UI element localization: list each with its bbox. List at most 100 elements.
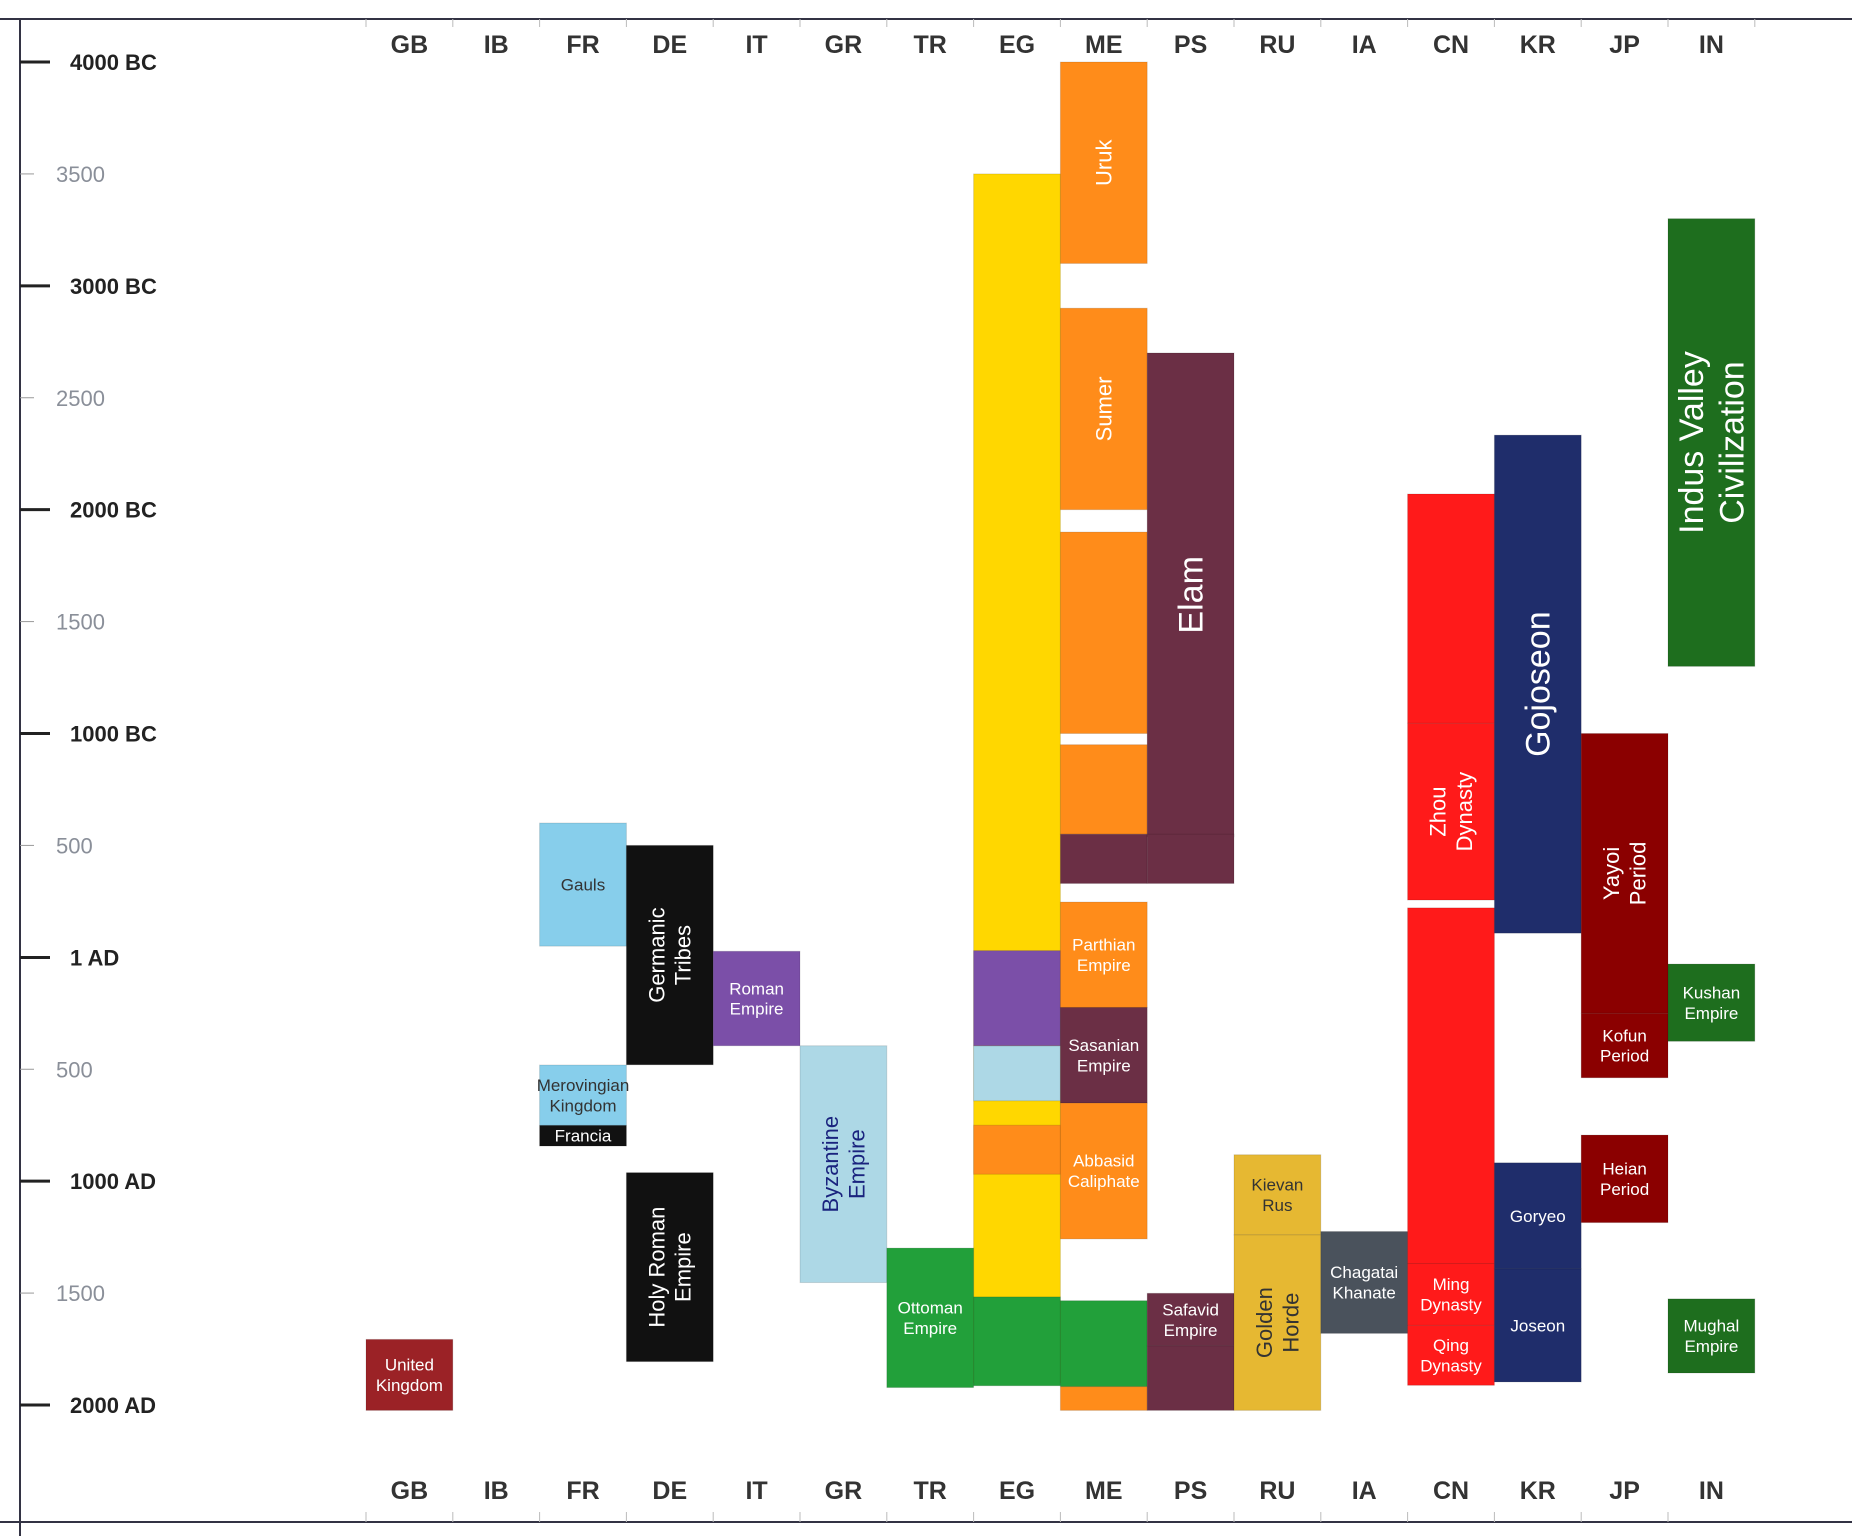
column-label-top-ps: PS (1174, 31, 1207, 59)
column-label-bottom-jp: JP (1609, 1477, 1640, 1505)
y-tick-label: 2000 BC (70, 498, 157, 523)
polity-block-cn-imperial (1407, 907, 1495, 1265)
polity-label-line: Indus Valley (1673, 351, 1711, 534)
polity-block-safavid-empire (1146, 1292, 1235, 1347)
polity-blocks (365, 61, 1756, 1411)
polity-label-line: Ottoman (898, 1299, 963, 1318)
y-tick-label: 500 (56, 1057, 93, 1082)
polity-label-line: Abbasid (1073, 1152, 1134, 1171)
column-label-top-de: DE (652, 31, 687, 59)
y-tick-label: 2500 (56, 386, 105, 411)
y-tick-label: 1000 BC (70, 722, 157, 747)
column-label-top-me: ME (1085, 31, 1123, 59)
polity-block-kievan-rus (1233, 1154, 1322, 1236)
y-tick-label: 4000 BC (70, 50, 157, 75)
polity-block-ottoman-empire-eg (973, 1296, 1061, 1387)
y-tick-label: 1 AD (70, 946, 119, 971)
polity-label-line: Empire (1684, 1337, 1738, 1356)
polity-block-byzantine-eg (973, 1045, 1061, 1102)
polity-block-me-babylon (1059, 531, 1148, 734)
polity-block-heian-period (1580, 1134, 1669, 1224)
polity-label-line: Zhou (1426, 787, 1451, 837)
polity-block-abbasid-caliphate (1059, 1102, 1148, 1240)
polity-label-line: Roman (729, 979, 784, 998)
polity-label-line: Empire (903, 1319, 957, 1338)
polity-block-me-achaemenid (1059, 833, 1148, 884)
polity-block-goryeo (1493, 1162, 1582, 1270)
polity-label-line: Chagatai (1330, 1263, 1398, 1282)
polity-block-ottoman-empire (886, 1247, 975, 1389)
polity-label-elam: Elam (1173, 556, 1211, 633)
polity-block-eg-fill (973, 173, 1061, 1384)
polity-label-line: Francia (555, 1127, 612, 1146)
polity-label-byzantine-empire: Byzantine Empire (818, 1116, 869, 1213)
column-label-bottom-ia: IA (1352, 1477, 1377, 1505)
polity-label-line: Dynasty (1420, 1296, 1482, 1315)
y-tick-label: 1500 (56, 610, 105, 635)
polity-block-kofun-period (1580, 1012, 1669, 1079)
y-tick-label: 2000 AD (70, 1393, 156, 1418)
column-label-top-ia: IA (1352, 31, 1377, 59)
polity-block-me-assyria (1059, 744, 1148, 835)
polity-label-line: Kofun (1602, 1026, 1646, 1045)
column-label-top-ib: IB (484, 31, 509, 59)
column-label-bottom-ib: IB (484, 1477, 509, 1505)
y-tick-label: 500 (56, 833, 93, 858)
polity-label-line: Empire (730, 1000, 784, 1019)
column-label-bottom-me: ME (1085, 1477, 1123, 1505)
polity-label-line: Period (1600, 1047, 1649, 1066)
polity-block-francia (539, 1124, 627, 1147)
polity-label-line: Caliphate (1068, 1172, 1140, 1191)
column-label-top-cn: CN (1433, 31, 1469, 59)
polity-block-gojoseon (1493, 434, 1582, 934)
polity-label-kofun-period: Kofun Period (1600, 1026, 1649, 1065)
polity-block-germanic-tribes (625, 844, 714, 1066)
column-label-top-it: IT (745, 31, 767, 59)
polity-label-ming-dynasty: Ming Dynasty (1420, 1275, 1482, 1314)
column-label-bottom-cn: CN (1433, 1477, 1469, 1505)
y-tick-label: 3500 (56, 162, 105, 187)
polity-label-line: Dynasty (1420, 1356, 1482, 1375)
polity-block-abbasid-caliphate-eg (973, 1124, 1061, 1175)
column-label-top-gb: GB (391, 31, 429, 59)
polity-block-byzantine-empire (799, 1045, 888, 1284)
column-label-bottom-fr: FR (566, 1477, 599, 1505)
column-label-bottom-it: IT (745, 1477, 767, 1505)
column-label-top-kr: KR (1520, 31, 1556, 59)
polity-label-line: Rus (1262, 1196, 1292, 1215)
polity-label-goryeo: Goryeo (1510, 1207, 1566, 1226)
polity-block-mughal-empire (1667, 1298, 1756, 1374)
polity-block-parthian-empire (1059, 901, 1148, 1008)
polity-label-gauls: Gauls (561, 876, 605, 895)
polity-block-yayoi-period (1580, 733, 1669, 1014)
polity-label-indus-valley-civilization: Indus Valley Civilization (1673, 351, 1752, 534)
polity-label-line: Empire (671, 1232, 696, 1302)
polity-label-golden-horde: Golden Horde (1252, 1287, 1303, 1358)
polity-block-me-modern (1059, 1386, 1148, 1411)
polity-label-line: Safavid (1162, 1300, 1219, 1319)
column-label-top-jp: JP (1609, 31, 1640, 59)
polity-label-line: Gojoseon (1520, 611, 1558, 757)
polity-label-line: Kingdom (376, 1376, 443, 1395)
polity-label-line: Period (1600, 1180, 1649, 1199)
y-tick-label: 1500 (56, 1281, 105, 1306)
polity-label-line: Dynasty (1452, 772, 1477, 851)
polity-label-line: Gauls (561, 876, 605, 895)
polity-label-line: Holy Roman (644, 1207, 669, 1328)
polity-block-indus-valley-civilization (1667, 218, 1756, 667)
column-label-top-gr: GR (825, 31, 863, 59)
polity-label-line: Goryeo (1510, 1207, 1566, 1226)
column-label-bottom-ps: PS (1174, 1477, 1207, 1505)
polity-label-yayoi-period: Yayoi Period (1599, 842, 1650, 906)
polity-label-uruk: Uruk (1092, 139, 1117, 186)
column-label-bottom-gb: GB (391, 1477, 429, 1505)
column-label-bottom-de: DE (652, 1477, 687, 1505)
polity-label-line: Heian (1602, 1160, 1646, 1179)
polity-labels: UrukSumerParthianEmpireSasanianEmpireAbb… (376, 139, 1752, 1396)
polity-block-roman-empire-eg (973, 950, 1061, 1047)
